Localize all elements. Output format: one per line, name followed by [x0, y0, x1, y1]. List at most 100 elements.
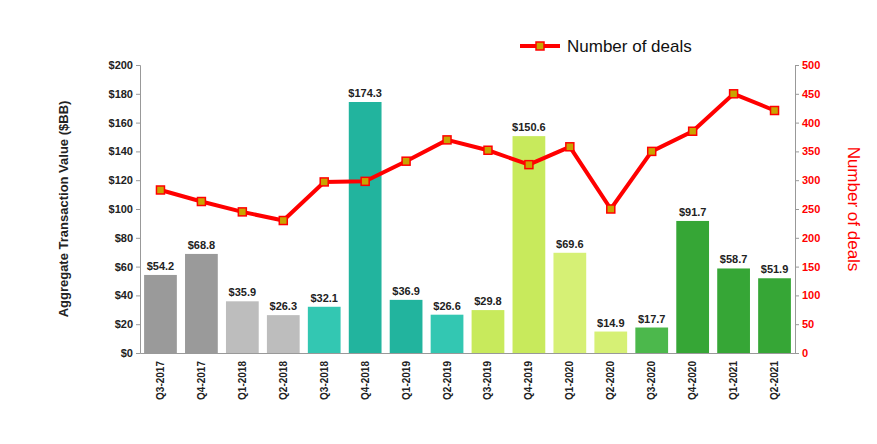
y2-axis-title: Number of deals [844, 147, 863, 272]
bar [226, 301, 259, 353]
y-tick-label: $100 [109, 203, 133, 215]
chart: $0$20$40$60$80$100$120$140$160$180$20005… [0, 0, 877, 444]
y2-tick-mark [795, 151, 799, 152]
y2-tick-label: 500 [802, 59, 820, 71]
x-tick-label: Q2-2018 [278, 361, 289, 400]
bar [553, 253, 586, 353]
bar [185, 254, 218, 353]
marker [320, 178, 328, 186]
marker [525, 161, 533, 169]
marker [156, 186, 164, 194]
x-tick: Q2-2019 [442, 361, 453, 400]
data-label: $68.8 [188, 239, 216, 251]
x-tick-label: Q3-2018 [319, 361, 330, 400]
y2-tick-mark [795, 209, 799, 210]
marker [730, 90, 738, 98]
data-label: $36.9 [392, 285, 420, 297]
bar [308, 307, 341, 353]
marker [279, 217, 287, 225]
y-tick: $160 [109, 117, 140, 129]
y-tick: $140 [109, 145, 140, 157]
y2-tick: 450 [795, 88, 820, 100]
bar [267, 315, 300, 353]
y2-tick-label: 100 [802, 289, 820, 301]
y2-tick: 350 [795, 145, 820, 157]
data-label: $32.1 [310, 292, 338, 304]
y2-tick: 200 [795, 232, 820, 244]
x-tick-label: Q3-2017 [155, 361, 166, 400]
x-tick-label: Q4-2020 [687, 361, 698, 400]
x-tick-label: Q3-2020 [646, 361, 657, 400]
x-tick: Q1-2020 [564, 361, 575, 400]
y-tick-mark [136, 295, 140, 296]
y2-tick-label: 450 [802, 88, 820, 100]
y-tick: $120 [109, 174, 140, 186]
x-tick: Q3-2018 [319, 361, 330, 400]
bar [594, 332, 627, 353]
y-tick-label: $60 [115, 261, 133, 273]
bar [472, 310, 505, 353]
data-label: $91.7 [679, 206, 707, 218]
bar [513, 136, 546, 353]
y-tick-label: $80 [115, 232, 133, 244]
bar [676, 221, 709, 353]
x-tick: Q4-2019 [523, 361, 534, 400]
y2-tick: 500 [795, 59, 820, 71]
y-axis-title: Aggregate Transaction Value ($BB) [56, 101, 71, 318]
plot-area [144, 90, 791, 353]
x-tick: Q2-2021 [769, 361, 780, 400]
data-label: $26.3 [270, 300, 298, 312]
x-tick: Q3-2020 [646, 361, 657, 400]
x-tick-label: Q1-2020 [564, 361, 575, 400]
y2-tick-label: 0 [802, 347, 808, 359]
x-tick: Q1-2019 [401, 361, 412, 400]
y-tick-mark [136, 94, 140, 95]
y-tick-mark [136, 151, 140, 152]
marker [648, 147, 656, 155]
data-label: $35.9 [229, 286, 257, 298]
bar [635, 328, 668, 353]
y-tick-label: $160 [109, 117, 133, 129]
data-label: $14.9 [597, 317, 625, 329]
x-tick-label: Q1-2018 [237, 361, 248, 400]
y-tick-mark [136, 180, 140, 181]
y-tick-label: $200 [109, 59, 133, 71]
x-axis: Q3-2017Q4-2017Q1-2018Q2-2018Q3-2018Q4-20… [141, 354, 796, 400]
bar [390, 300, 423, 353]
y2-tick: 50 [795, 318, 814, 330]
y-tick-mark [136, 238, 140, 239]
x-tick-label: Q1-2021 [728, 361, 739, 400]
marker [238, 208, 246, 216]
y2-tick: 0 [795, 347, 808, 359]
y2-tick: 150 [795, 261, 820, 273]
y-tick-mark [136, 267, 140, 268]
y2-tick-mark [795, 324, 799, 325]
data-label: $69.6 [556, 238, 584, 250]
data-label: $54.2 [147, 260, 175, 272]
y-tick-mark [136, 123, 140, 124]
legend-label: Number of deals [567, 37, 692, 56]
y-tick-label: $140 [109, 145, 133, 157]
y-tick-label: $40 [115, 289, 133, 301]
y2-tick-mark [795, 267, 799, 268]
x-tick: Q3-2019 [482, 361, 493, 400]
y2-tick-label: 350 [802, 145, 820, 157]
y-tick-label: $20 [115, 318, 133, 330]
y2-tick-mark [795, 295, 799, 296]
y2-tick-mark [795, 94, 799, 95]
x-tick-label: Q3-2019 [482, 361, 493, 400]
data-label: $26.6 [433, 300, 461, 312]
y-tick: $40 [115, 289, 140, 301]
legend-marker [536, 42, 544, 50]
y2-tick-mark [795, 353, 799, 354]
x-tick-label: Q4-2019 [523, 361, 534, 400]
data-label: $174.3 [348, 87, 382, 99]
y2-tick-label: 300 [802, 174, 820, 186]
data-label: $58.7 [720, 253, 748, 265]
y-tick-label: $180 [109, 88, 133, 100]
y-tick: $100 [109, 203, 140, 215]
marker [484, 146, 492, 154]
x-tick: Q4-2020 [687, 361, 698, 400]
x-tick-label: Q4-2018 [360, 361, 371, 400]
y-axis-line [136, 66, 141, 354]
